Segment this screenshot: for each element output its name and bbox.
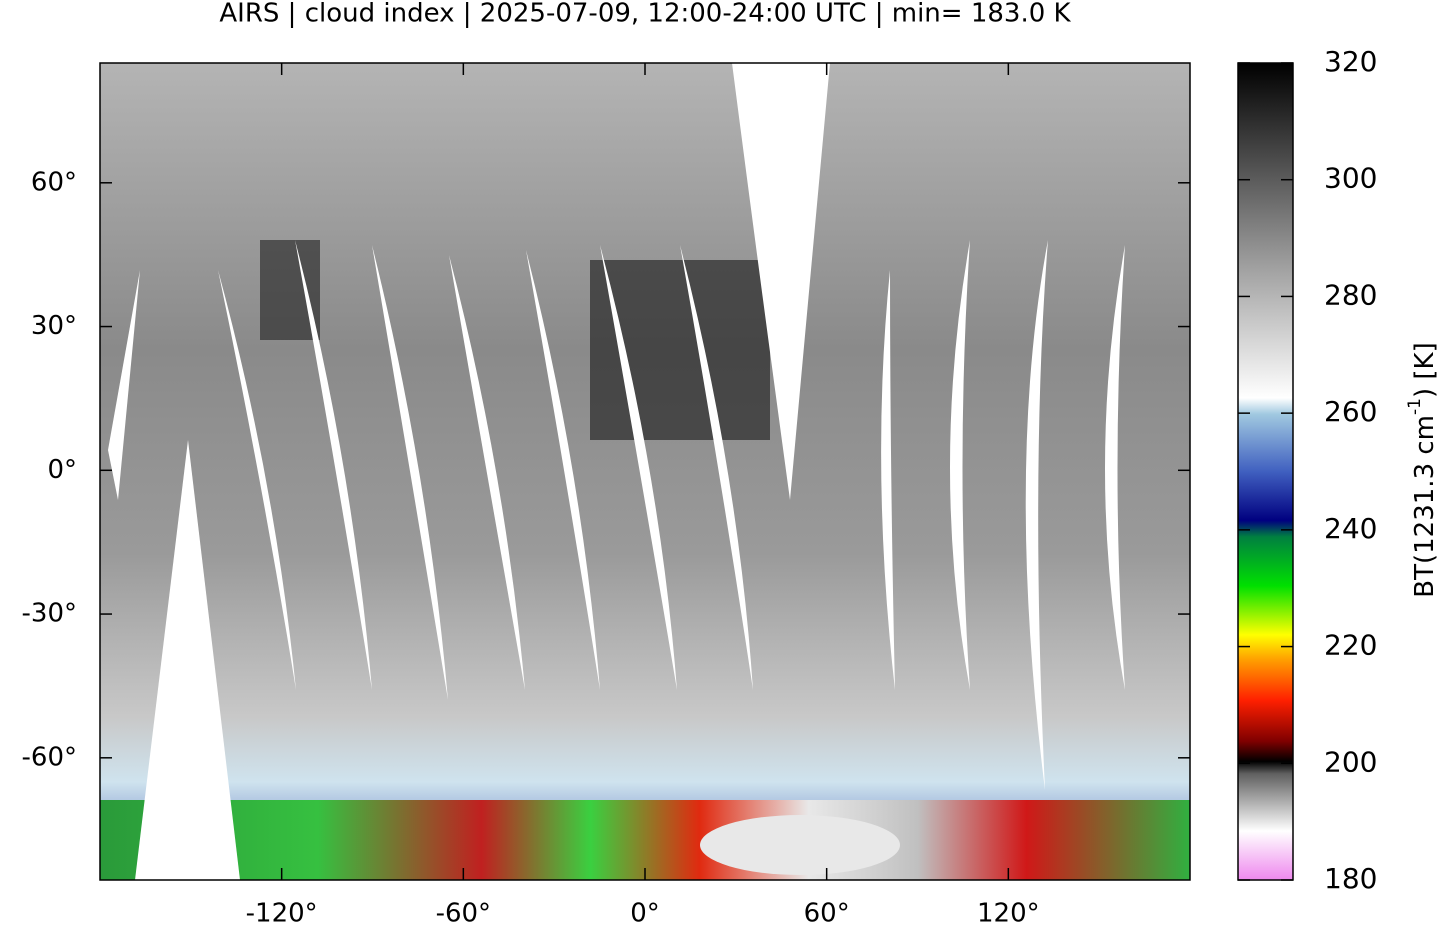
colorbar-tick-label: 280	[1324, 278, 1377, 311]
colorbar-tick-label: 240	[1324, 512, 1377, 545]
colorbar-tick-label: 200	[1324, 745, 1377, 778]
x-tick-label: -60°	[436, 899, 491, 929]
colorbar-tick-label: 300	[1324, 162, 1377, 195]
x-tick-label: 0°	[630, 899, 660, 929]
y-tick-label: 0°	[47, 455, 77, 485]
colorbar-label-sup: -1	[1405, 398, 1425, 415]
colorbar-tick-label: 180	[1324, 862, 1377, 895]
y-tick-label: 60°	[31, 167, 77, 197]
y-tick-label: 30°	[31, 311, 77, 341]
colorbar-tick-label: 320	[1324, 45, 1377, 78]
title: AIRS | cloud index | 2025-07-09, 12:00-2…	[219, 0, 1071, 29]
colorbar-tick-label: 260	[1324, 395, 1377, 428]
colorbar	[1237, 62, 1294, 881]
colorbar-label-suffix: ) [K]	[1410, 342, 1440, 398]
x-tick-label: -120°	[246, 899, 318, 929]
colorbar-label-text: BT(1231.3 cm	[1410, 415, 1440, 598]
map-image	[100, 63, 1190, 880]
y-tick-label: -30°	[22, 599, 77, 629]
colorbar-label: BT(1231.3 cm-1) [K]	[1405, 342, 1440, 597]
colorbar-tick-label: 220	[1324, 629, 1377, 662]
y-tick-label: -60°	[22, 742, 77, 772]
x-tick-label: 60°	[804, 899, 850, 929]
x-tick-label: 120°	[977, 899, 1040, 929]
